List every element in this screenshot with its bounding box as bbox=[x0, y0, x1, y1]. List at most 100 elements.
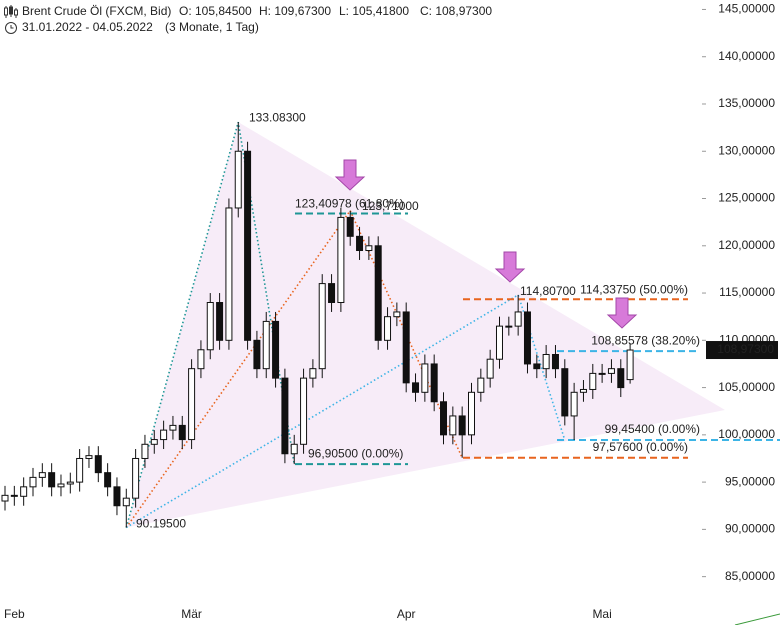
y-tick-label: 130,00000 bbox=[718, 143, 775, 157]
x-tick-label: Feb bbox=[4, 607, 25, 621]
candle-body bbox=[160, 429, 168, 441]
candle-body bbox=[365, 245, 373, 252]
candle-body bbox=[1, 494, 9, 502]
candle-body bbox=[216, 302, 224, 341]
candle-body bbox=[281, 377, 289, 455]
level-label: 96,90500 (0.00%) bbox=[308, 446, 403, 460]
candle-body bbox=[626, 349, 634, 381]
trendline bbox=[125, 293, 566, 529]
candle-body bbox=[412, 382, 420, 393]
overlay-layer: 133.08300 90.19500 123,40978 (61,80%)123,7… bbox=[136, 110, 780, 625]
candle-body bbox=[76, 457, 84, 483]
candle-body bbox=[328, 283, 336, 303]
candle-body bbox=[542, 353, 550, 370]
x-tick-label: Apr bbox=[397, 607, 416, 621]
candle-body bbox=[551, 353, 559, 370]
y-tick-label: 85,00000 bbox=[725, 569, 775, 583]
candle-body bbox=[430, 363, 438, 403]
candle-body bbox=[384, 316, 392, 341]
candle-body bbox=[346, 216, 354, 237]
candle-body bbox=[374, 245, 382, 341]
header: Brent Crude Öl (FXCM, Bid) O: 105,84500 … bbox=[0, 0, 500, 38]
candle-body bbox=[188, 368, 196, 441]
candle-body bbox=[579, 388, 587, 393]
level-label: 123,40978 (61,80%) bbox=[295, 197, 404, 211]
ohlc-close: C: 108,97300 bbox=[420, 4, 492, 18]
x-tick-label: Mai bbox=[592, 607, 611, 621]
arrow bbox=[606, 297, 638, 329]
candle-icon bbox=[4, 5, 18, 18]
candle-body bbox=[570, 391, 578, 417]
candle-body bbox=[66, 481, 74, 485]
level-label: 97,57600 (0.00%) bbox=[593, 440, 688, 454]
candle-body bbox=[85, 455, 93, 459]
candle-body bbox=[38, 472, 46, 478]
candle-body bbox=[589, 372, 597, 390]
candle-body bbox=[514, 311, 522, 327]
candle-body bbox=[402, 311, 410, 384]
candle-body bbox=[57, 483, 65, 488]
y-tick-label: 100,00000 bbox=[718, 427, 775, 441]
candle-body bbox=[607, 368, 615, 374]
price-tag bbox=[706, 341, 778, 360]
candle-body bbox=[29, 476, 37, 488]
candle-body bbox=[10, 494, 18, 497]
y-tick-label: 140,00000 bbox=[718, 49, 775, 63]
candle-body bbox=[150, 439, 158, 445]
candle-body bbox=[598, 372, 606, 375]
candle-body bbox=[272, 320, 280, 379]
price-tag-label: 108,97300 bbox=[717, 342, 774, 356]
y-tick-label: 115,00000 bbox=[719, 285, 775, 299]
header-bg bbox=[0, 0, 500, 38]
candles bbox=[1, 122, 634, 528]
candle-body bbox=[393, 311, 401, 318]
candle-body bbox=[244, 150, 252, 341]
title: Brent Crude Öl (FXCM, Bid) bbox=[22, 4, 171, 18]
candle-body bbox=[132, 457, 140, 499]
candle-body bbox=[495, 325, 503, 360]
candle-body bbox=[122, 497, 130, 507]
background-layer: 85,00000 90,00000 95,00000 100,00000 105,000… bbox=[4, 2, 780, 621]
level-label: 133.08300 bbox=[249, 110, 306, 124]
y-tick-label: 145,00000 bbox=[718, 2, 775, 16]
candle-body bbox=[421, 363, 429, 393]
arrow bbox=[334, 159, 366, 191]
level-label: 114,33750 (50.00%) bbox=[580, 282, 688, 296]
candle-body bbox=[309, 368, 317, 379]
ohlc-open: O: 105,84500 bbox=[179, 4, 252, 18]
candle-body bbox=[253, 339, 261, 370]
candle-body bbox=[290, 443, 298, 455]
candle-body bbox=[477, 377, 485, 393]
level-label: 90.19500 bbox=[136, 517, 186, 531]
candle-body bbox=[449, 415, 457, 436]
candle-body bbox=[20, 486, 28, 497]
level-label: 108,85578 (38.20%) bbox=[591, 333, 700, 347]
y-tick-label: 105,00000 bbox=[718, 380, 775, 394]
candle-body bbox=[169, 424, 177, 431]
candle-body bbox=[178, 424, 186, 441]
candle-body bbox=[300, 377, 308, 445]
candle-body bbox=[225, 207, 233, 341]
candle-body bbox=[486, 358, 494, 379]
candle-body bbox=[48, 472, 56, 488]
date-range: 31.01.2022 - 04.05.2022 bbox=[22, 20, 153, 34]
ohlc-low: L: 105,41800 bbox=[339, 4, 409, 18]
clock-icon bbox=[5, 22, 17, 34]
ohlc-high: H: 109,67300 bbox=[259, 4, 331, 18]
y-tick-label: 135,00000 bbox=[718, 96, 775, 110]
candle-body bbox=[318, 283, 326, 370]
candle-body bbox=[94, 455, 102, 474]
y-tick-label: 90,00000 bbox=[725, 522, 775, 536]
candle-body bbox=[505, 325, 513, 328]
candle-body bbox=[458, 415, 466, 436]
level-label: 114,80700 bbox=[520, 284, 576, 298]
indicator-line bbox=[734, 613, 780, 625]
arrow bbox=[494, 251, 526, 283]
candle-body bbox=[617, 368, 625, 389]
y-tick-label: 95,00000 bbox=[725, 474, 775, 488]
candle-body bbox=[356, 235, 364, 252]
level-label: 123,71000 bbox=[362, 199, 419, 213]
candle-body bbox=[141, 443, 149, 459]
candle-body bbox=[561, 368, 569, 417]
level-label: 99,45400 (0.00%) bbox=[605, 422, 700, 436]
